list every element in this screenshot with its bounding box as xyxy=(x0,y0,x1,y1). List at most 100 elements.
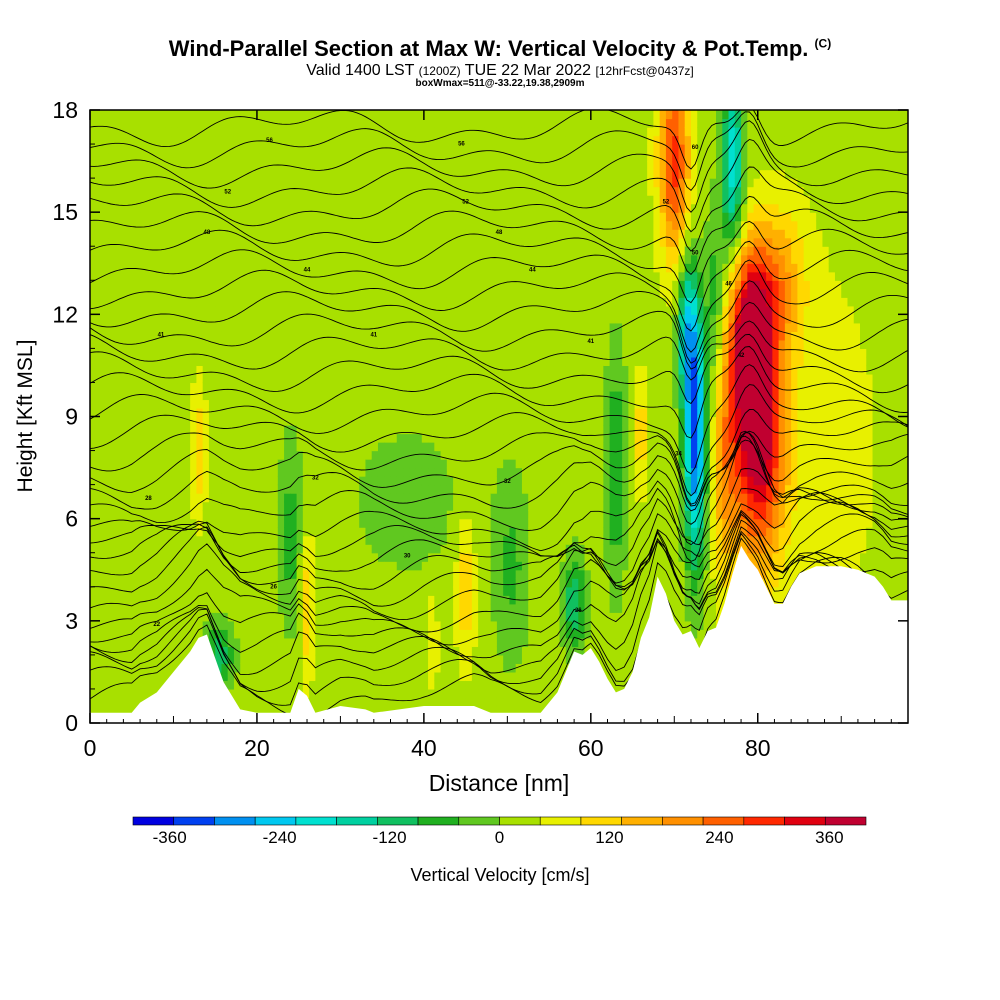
velocity-cell xyxy=(509,442,517,452)
velocity-cell xyxy=(190,288,198,298)
velocity-cell xyxy=(221,484,229,494)
velocity-cell xyxy=(221,663,229,673)
velocity-cell xyxy=(315,322,323,332)
velocity-cell xyxy=(108,493,116,503)
velocity-cell xyxy=(127,680,135,690)
velocity-cell xyxy=(215,305,223,315)
velocity-cell xyxy=(515,399,523,409)
velocity-cell xyxy=(90,407,97,418)
velocity-cell xyxy=(196,127,204,137)
velocity-cell xyxy=(465,356,473,367)
velocity-cell xyxy=(309,246,316,256)
velocity-cell xyxy=(102,450,110,460)
velocity-cell xyxy=(446,595,454,605)
velocity-cell xyxy=(428,135,435,145)
velocity-cell xyxy=(377,152,385,162)
velocity-cell xyxy=(346,544,354,554)
velocity-cell xyxy=(415,280,423,290)
velocity-cell xyxy=(428,356,435,367)
velocity-cell xyxy=(365,203,373,213)
velocity-cell xyxy=(227,203,235,213)
velocity-cell xyxy=(133,237,141,247)
velocity-cell xyxy=(403,552,410,562)
velocity-cell xyxy=(428,246,435,256)
velocity-cell xyxy=(371,620,379,630)
velocity-cell xyxy=(453,425,460,435)
velocity-cell xyxy=(165,544,172,554)
velocity-cell xyxy=(133,544,141,554)
velocity-cell xyxy=(127,620,135,630)
velocity-cell xyxy=(290,110,298,120)
velocity-cell xyxy=(384,186,392,196)
velocity-cell xyxy=(133,561,141,571)
velocity-cell xyxy=(190,433,198,443)
velocity-cell xyxy=(296,339,304,349)
velocity-cell xyxy=(90,339,97,349)
velocity-cell xyxy=(421,527,429,537)
velocity-cell xyxy=(259,450,266,460)
velocity-cell xyxy=(177,467,185,477)
velocity-cell xyxy=(246,544,254,554)
velocity-cell xyxy=(96,595,104,605)
velocity-cell xyxy=(390,348,398,358)
velocity-cell xyxy=(165,637,172,647)
velocity-cell xyxy=(102,705,110,716)
velocity-cell xyxy=(271,399,279,409)
velocity-cell xyxy=(428,314,435,324)
velocity-cell xyxy=(309,169,316,179)
velocity-cell xyxy=(215,527,223,537)
velocity-cell xyxy=(321,433,329,443)
velocity-cell xyxy=(465,195,473,205)
velocity-cell xyxy=(271,382,279,392)
velocity-cell xyxy=(403,263,410,273)
velocity-cell xyxy=(290,501,298,511)
velocity-cell xyxy=(415,595,423,605)
velocity-cell xyxy=(352,339,360,349)
velocity-cell xyxy=(515,569,523,579)
velocity-cell xyxy=(396,450,404,460)
velocity-cell xyxy=(515,705,523,716)
velocity-cell xyxy=(127,186,135,196)
velocity-cell xyxy=(459,450,467,460)
velocity-cell xyxy=(365,595,373,605)
velocity-cell xyxy=(446,671,454,682)
velocity-cell xyxy=(127,484,135,494)
velocity-cell xyxy=(459,416,467,426)
velocity-cell xyxy=(233,135,241,145)
velocity-cell xyxy=(108,484,116,494)
velocity-cell xyxy=(240,416,248,426)
velocity-cell xyxy=(265,118,273,128)
velocity-cell xyxy=(509,169,517,179)
velocity-cell xyxy=(434,501,442,511)
velocity-cell xyxy=(453,314,460,324)
velocity-cell xyxy=(446,442,454,452)
velocity-cell xyxy=(396,603,404,613)
velocity-cell xyxy=(428,671,435,682)
velocity-cell xyxy=(377,569,385,579)
velocity-cell xyxy=(465,373,473,384)
velocity-cell xyxy=(446,135,454,145)
velocity-cell xyxy=(227,263,235,273)
velocity-cell xyxy=(334,144,342,154)
velocity-cell xyxy=(440,169,448,179)
velocity-cell xyxy=(409,544,417,554)
velocity-cell xyxy=(346,501,354,511)
velocity-cell xyxy=(396,322,404,332)
velocity-cell xyxy=(133,552,141,562)
velocity-cell xyxy=(221,629,229,639)
velocity-cell xyxy=(340,195,348,205)
velocity-cell xyxy=(158,680,166,690)
velocity-cell xyxy=(296,152,304,162)
velocity-cell xyxy=(127,229,135,239)
velocity-cell xyxy=(321,263,329,273)
velocity-cell xyxy=(152,399,160,409)
velocity-cell xyxy=(140,493,147,503)
velocity-cell xyxy=(240,688,248,699)
velocity-cell xyxy=(152,382,160,392)
velocity-cell xyxy=(108,561,116,571)
velocity-cell xyxy=(296,484,304,494)
velocity-cell xyxy=(421,297,429,307)
velocity-cell xyxy=(177,425,185,435)
velocity-cell xyxy=(121,373,129,384)
velocity-cell xyxy=(102,212,110,222)
